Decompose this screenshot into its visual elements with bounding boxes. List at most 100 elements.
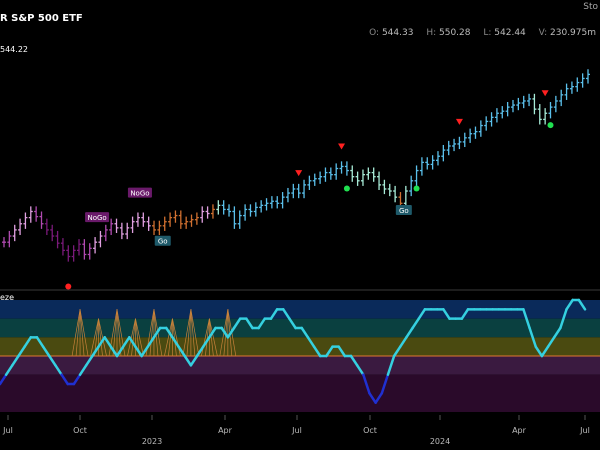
high-label: H: (426, 28, 437, 38)
oscillator-segment (232, 317, 242, 330)
squeeze-mark (112, 309, 118, 357)
band-strong-nogo (0, 374, 600, 412)
oscillator-segment (565, 298, 574, 311)
squeeze-mark (116, 309, 126, 357)
squeeze-mark (164, 318, 173, 357)
oscillator-segment (134, 345, 143, 358)
oscillator-segment (386, 354, 396, 376)
oscillator-segment (48, 354, 57, 367)
oscillator-segment (300, 326, 310, 339)
x-tick-label: Oct (363, 426, 377, 435)
oscillator-segment (208, 326, 217, 339)
down-triangle-icon (455, 118, 463, 125)
x-tick-label: Jul (291, 426, 302, 435)
oscillator-segment (257, 317, 267, 330)
oscillator-segment (17, 345, 26, 358)
oscillator-segment (201, 336, 211, 348)
oscillator-segment (220, 326, 230, 339)
x-tick-label: 2024 (430, 437, 450, 446)
oscillator-segment (146, 336, 156, 348)
oscillator-segment (540, 345, 550, 358)
oscillator-segment (171, 336, 180, 348)
x-tick-label: Apr (512, 426, 527, 435)
oscillator-segment (115, 345, 125, 358)
squeeze-mark (79, 309, 89, 357)
signal-label: Go (399, 207, 409, 215)
oscillator-segment (282, 308, 291, 320)
oscillator-segment (405, 326, 414, 339)
oscillator-segment (11, 354, 20, 367)
signal-label: NoGo (87, 214, 106, 222)
chart-title: R S&P 500 ETF (0, 13, 83, 24)
high-value: 550.28 (439, 28, 471, 38)
down-triangle-icon (541, 90, 549, 97)
oscillator-segment (288, 317, 297, 330)
oscillator-segment (91, 345, 100, 358)
oscillator-segment (128, 336, 137, 348)
x-tick-label: Oct (73, 426, 87, 435)
oscillator-segment (245, 317, 254, 330)
squeeze-mark (186, 309, 192, 357)
signal-label-box (154, 235, 171, 246)
squeeze-mark (149, 309, 155, 357)
band-strong-go (0, 300, 600, 319)
squeeze-mark (172, 318, 177, 357)
squeeze-mark (71, 309, 81, 357)
squeeze-mark (209, 318, 214, 357)
oscillator-segment (534, 345, 544, 358)
oscillator-segment (355, 364, 365, 376)
oscillator-segment (226, 326, 236, 339)
oscillator-segment (152, 326, 162, 339)
oscillator-segment (121, 336, 131, 348)
oscillator-segment (325, 345, 334, 358)
oscillator-segment (306, 336, 316, 348)
down-triangle-icon (295, 170, 303, 177)
oscillator-segment (362, 373, 371, 395)
squeeze-mark (209, 318, 218, 357)
up-dot-icon (343, 185, 350, 192)
squeeze-mark (75, 309, 81, 357)
oscillator-segment (84, 354, 94, 367)
oscillator-segment (0, 373, 8, 386)
oscillator-segment (72, 373, 82, 386)
band-nogo (0, 356, 600, 375)
oscillator-segment (183, 354, 193, 367)
squeeze-mark (190, 309, 200, 357)
x-tick-label: Apr (218, 426, 233, 435)
oscillator-segment (54, 364, 63, 376)
open-label: O: (369, 28, 380, 38)
oscillator-segment (399, 336, 408, 348)
oscillator-segment (337, 345, 347, 358)
ohlc-readout: O: 544.33 H: 550.28 L: 542.44 V: 230.975… (359, 28, 596, 38)
x-tick-label: Jul (2, 426, 13, 435)
oscillator-segment (140, 345, 150, 358)
signal-label-box (85, 212, 110, 223)
oscillator-label: eze (0, 293, 15, 302)
oscillator-segment (411, 317, 420, 330)
oscillator-segment (368, 392, 377, 404)
oscillator-segment (417, 308, 427, 320)
band-neutral (0, 337, 600, 356)
oscillator-segment (97, 336, 106, 348)
up-dot-icon (413, 185, 420, 192)
oscillator-segment (41, 345, 51, 358)
squeeze-mark (182, 309, 192, 357)
squeeze-mark (168, 318, 173, 357)
last-price-tag: 544.22 (0, 45, 28, 54)
squeeze-mark (172, 318, 181, 357)
open-value: 544.33 (381, 28, 414, 38)
oscillator-segment (392, 345, 402, 358)
squeeze-mark (135, 318, 144, 357)
x-tick-label: Jul (579, 426, 590, 435)
squeeze-mark (131, 318, 136, 357)
down-dot-icon (65, 283, 72, 290)
signal-label: NoGo (130, 190, 149, 198)
squeeze-mark (79, 309, 85, 357)
oscillator-segment (109, 345, 119, 358)
oscillator-segment (528, 326, 537, 348)
oscillator-segment (165, 326, 174, 339)
oscillator-segment (374, 392, 384, 404)
oscillator-segment (23, 336, 33, 348)
signal-label-box (127, 187, 152, 198)
oscillator-segment (103, 336, 113, 348)
